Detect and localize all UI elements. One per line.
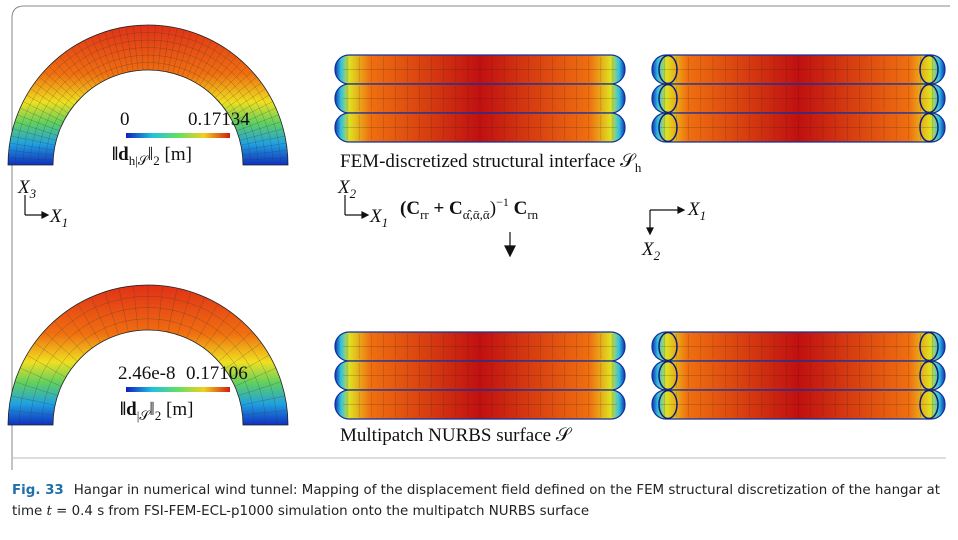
mesh-line	[45, 62, 251, 166]
norm-part: h|𝒮	[128, 153, 148, 168]
tube-end	[919, 389, 939, 420]
formula-part: rn	[527, 207, 539, 222]
formula-part: α̂,ᾱ,ᾱ	[462, 207, 490, 222]
surface-label-text: FEM-discretized structural interface 𝒮	[340, 151, 635, 172]
axis-part: 2	[653, 248, 661, 263]
formula-part: + C	[428, 198, 463, 219]
mesh-line	[41, 318, 255, 426]
norm-part: ‖	[147, 144, 154, 165]
formula-part: −1	[496, 195, 509, 209]
caption-variable: t	[46, 504, 52, 519]
caption-text: Hangar in numerical wind tunnel: Mapping…	[12, 483, 940, 519]
axis-label: X2	[642, 240, 660, 262]
axis-part: X	[370, 206, 382, 227]
mesh-line	[37, 54, 259, 166]
colorbar	[126, 133, 230, 138]
tube-end	[919, 112, 939, 143]
formula: (Crr + Cα̂,ᾱ,ᾱ)−1 Crn	[400, 196, 538, 221]
caption-label: Fig. 33	[12, 483, 64, 498]
axis-part: X	[688, 199, 700, 220]
figure-frame	[11, 5, 950, 470]
axis-part: X	[50, 206, 62, 227]
mesh-line	[22, 39, 274, 166]
formula-part: C	[508, 198, 528, 219]
norm-part: ‖d	[112, 144, 129, 165]
colorbar-min: 2.46e-8	[118, 363, 176, 384]
illustrations	[7, 24, 946, 426]
colorbar-min: 0	[120, 109, 130, 130]
norm-part: ‖	[149, 399, 155, 420]
mesh-line	[15, 32, 281, 166]
mesh-line	[30, 47, 266, 166]
norm-part: |𝒮	[136, 408, 150, 423]
surface-label: Multipatch NURBS surface 𝒮	[340, 425, 571, 446]
tube-end	[658, 389, 678, 420]
arch	[7, 284, 289, 426]
caption: Fig. 33 Hangar in numerical wind tunnel: …	[12, 480, 942, 522]
axis-part: 1	[699, 208, 707, 223]
formula-part: (C	[400, 198, 421, 219]
norm-part: [m]	[159, 144, 192, 165]
axis-part: X	[338, 177, 350, 198]
axis-part: 1	[381, 215, 389, 230]
norm-part: ‖d	[120, 399, 137, 420]
arch	[7, 24, 289, 166]
formula-part: rr	[420, 207, 429, 222]
colorbar	[126, 387, 230, 392]
axis-part: 3	[29, 186, 37, 201]
norm-label: ‖d|𝒮‖2 [m]	[120, 400, 193, 422]
axis-label: X3	[18, 178, 36, 200]
colorbar-max: 0.17106	[186, 363, 248, 384]
formula-part: )	[489, 198, 497, 219]
axis-label: X1	[688, 200, 706, 222]
axis-part: 1	[61, 215, 69, 230]
axis-label: X1	[370, 207, 388, 229]
axis-part: 2	[349, 186, 357, 201]
mesh-line	[30, 307, 266, 426]
surface-label: FEM-discretized structural interface 𝒮h	[340, 152, 641, 174]
norm-part: [m]	[161, 399, 194, 420]
mesh-line	[19, 296, 277, 426]
caption-text: = 0.4 s from FSI-FEM-ECL-p1000 simulatio…	[51, 504, 590, 519]
axis-part: X	[18, 177, 30, 198]
tube-end	[658, 112, 678, 143]
axis-part: X	[642, 239, 654, 260]
norm-label: ‖dh|𝒮‖2 [m]	[112, 145, 192, 167]
norm-part: 2	[153, 153, 160, 168]
norm-part: 2	[154, 408, 162, 423]
axis-arrows	[24, 195, 686, 258]
surface-label-sub: h	[634, 160, 642, 175]
axis-label: X2	[338, 178, 356, 200]
axis-label: X1	[50, 207, 68, 229]
colorbar-max: 0.17134	[188, 109, 250, 130]
